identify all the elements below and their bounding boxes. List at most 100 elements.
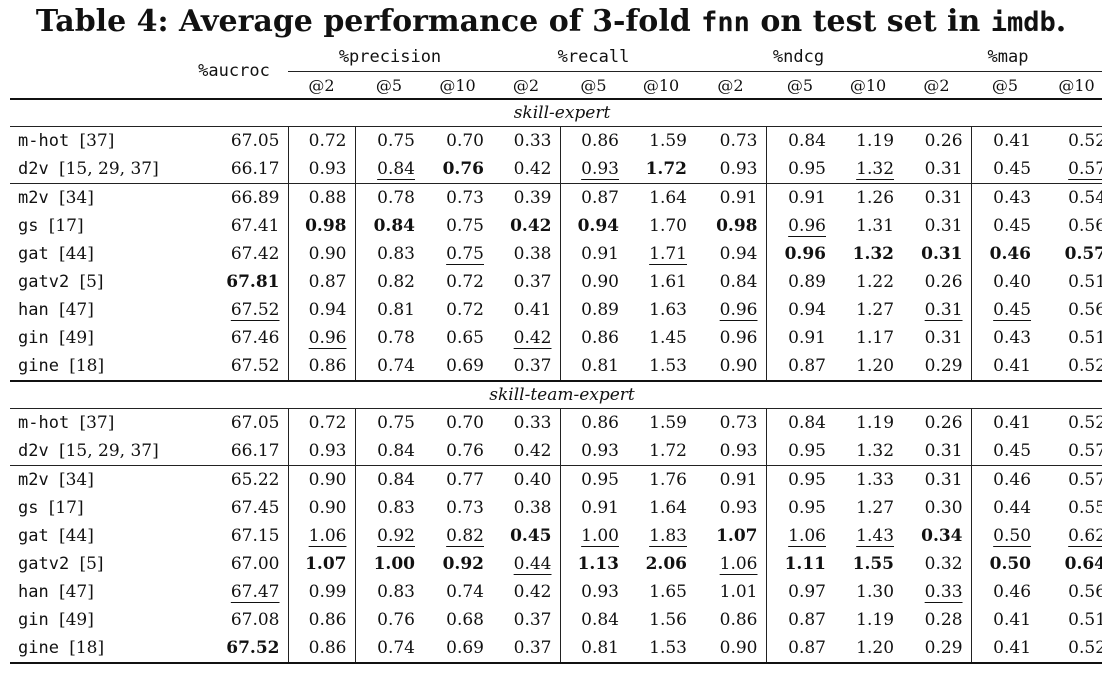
- method-cell: gatv2 [5]: [10, 550, 180, 578]
- value-cell: 0.40: [492, 465, 560, 494]
- value: 0.87: [788, 638, 826, 658]
- value: 0.65: [446, 328, 484, 348]
- value-cell: 0.74: [423, 578, 492, 606]
- value-cell: 0.37: [492, 634, 560, 664]
- value: 0.87: [788, 356, 826, 376]
- value: 1.13: [577, 554, 619, 574]
- value: 0.42: [510, 216, 552, 236]
- value-cell: 0.45: [970, 296, 1040, 324]
- value: 0.91: [788, 188, 826, 208]
- value-cell: 0.76: [423, 437, 492, 466]
- method-citation: [37]: [79, 131, 115, 151]
- value: 0.83: [377, 244, 415, 264]
- value-cell: 0.74: [354, 634, 423, 664]
- value-cell: 67.08: [180, 606, 288, 634]
- value-cell: 0.33: [902, 578, 971, 606]
- value: 0.26: [924, 413, 963, 433]
- value-cell: 0.90: [559, 268, 627, 296]
- value-cell: 0.86: [287, 634, 355, 664]
- value-cell: 0.87: [559, 183, 627, 212]
- value: 1.59: [649, 131, 687, 151]
- method-cell: gat [44]: [10, 522, 180, 550]
- value: 0.31: [924, 470, 963, 490]
- value: 0.29: [924, 638, 963, 658]
- value: 0.98: [716, 216, 758, 236]
- header-row-groups: %aucroc %precision %recall %ndcg %map: [10, 43, 1102, 81]
- value-cell: 0.43: [970, 324, 1040, 352]
- table-row: gin [49] 67.46 0.96 0.78 0.65 0.42 0.86 1.45 0.9…: [10, 324, 1102, 352]
- value-cell: 0.98: [287, 212, 355, 240]
- value: 0.97: [788, 582, 826, 602]
- value: 0.45: [993, 441, 1032, 461]
- value: 1.61: [649, 272, 687, 292]
- value: 67.05: [230, 413, 280, 433]
- method-citation: [37]: [79, 413, 115, 433]
- value-cell: 0.57: [1039, 240, 1102, 268]
- value: 0.51: [1068, 328, 1102, 348]
- value: 0.84: [377, 441, 415, 461]
- value-cell: 0.93: [695, 437, 766, 466]
- value-cell: 67.45: [180, 494, 288, 522]
- value: 1.59: [649, 413, 687, 433]
- value: 66.89: [230, 188, 280, 208]
- value-cell: 0.29: [902, 634, 972, 664]
- value: 0.45: [993, 216, 1032, 236]
- value-cell: 67.00: [180, 550, 288, 578]
- header-group-ndcg: %ndcg: [695, 43, 903, 72]
- value: 0.93: [581, 582, 619, 602]
- value-cell: 0.31: [902, 437, 971, 466]
- value: 67.81: [226, 272, 280, 292]
- value: 1.63: [649, 300, 687, 320]
- table-row: han [47] 67.47 0.99 0.83 0.74 0.42 0.93 1.65 1.0…: [10, 578, 1102, 606]
- method-citation: [18]: [69, 638, 105, 658]
- value: 0.77: [446, 470, 484, 490]
- value: 0.75: [377, 413, 415, 433]
- value: 1.00: [581, 526, 619, 546]
- value: 0.73: [446, 188, 484, 208]
- value: 0.38: [513, 498, 552, 518]
- value: 0.75: [446, 216, 484, 236]
- value: 0.84: [788, 413, 826, 433]
- value: 67.52: [226, 638, 280, 658]
- value-cell: 1.83: [627, 522, 695, 550]
- value-cell: 0.33: [492, 126, 560, 155]
- value-cell: 1.53: [627, 634, 695, 664]
- method-citation: [18]: [69, 356, 105, 376]
- value-cell: 67.15: [180, 522, 288, 550]
- value: 0.92: [377, 526, 415, 546]
- value: 0.90: [308, 244, 347, 264]
- value-cell: 0.31: [902, 296, 971, 324]
- value: 0.94: [788, 300, 826, 320]
- value-cell: 1.31: [834, 212, 902, 240]
- value-cell: 0.57: [1039, 437, 1102, 466]
- value-cell: 0.89: [559, 296, 627, 324]
- value: 0.42: [513, 328, 552, 348]
- value: 67.05: [230, 131, 280, 151]
- value-cell: 0.41: [970, 408, 1040, 437]
- value-cell: 0.37: [492, 268, 560, 296]
- value: 0.33: [924, 582, 963, 602]
- header-sub-recall-2: @2: [512, 75, 540, 95]
- value-cell: 0.31: [902, 212, 971, 240]
- value-cell: 67.47: [180, 578, 288, 606]
- value: 0.91: [581, 498, 619, 518]
- method-cell: d2v [15, 29, 37]: [10, 437, 180, 466]
- value-cell: 0.38: [492, 494, 560, 522]
- value-cell: 0.41: [970, 126, 1040, 155]
- value-cell: 0.64: [1039, 550, 1102, 578]
- value: 1.65: [649, 582, 687, 602]
- value: 0.87: [788, 610, 826, 630]
- method-citation: [5]: [79, 272, 104, 292]
- value: 0.39: [513, 188, 552, 208]
- value: 0.75: [377, 131, 415, 151]
- value: 0.86: [719, 610, 758, 630]
- value-cell: 1.59: [627, 126, 695, 155]
- value-cell: 0.84: [765, 408, 834, 437]
- value: 0.33: [513, 413, 552, 433]
- value: 0.72: [446, 272, 484, 292]
- value-cell: 0.77: [423, 465, 492, 494]
- value-cell: 67.05: [180, 126, 288, 155]
- value-cell: 0.56: [1039, 296, 1102, 324]
- value: 0.34: [921, 526, 963, 546]
- value: 1.56: [649, 610, 687, 630]
